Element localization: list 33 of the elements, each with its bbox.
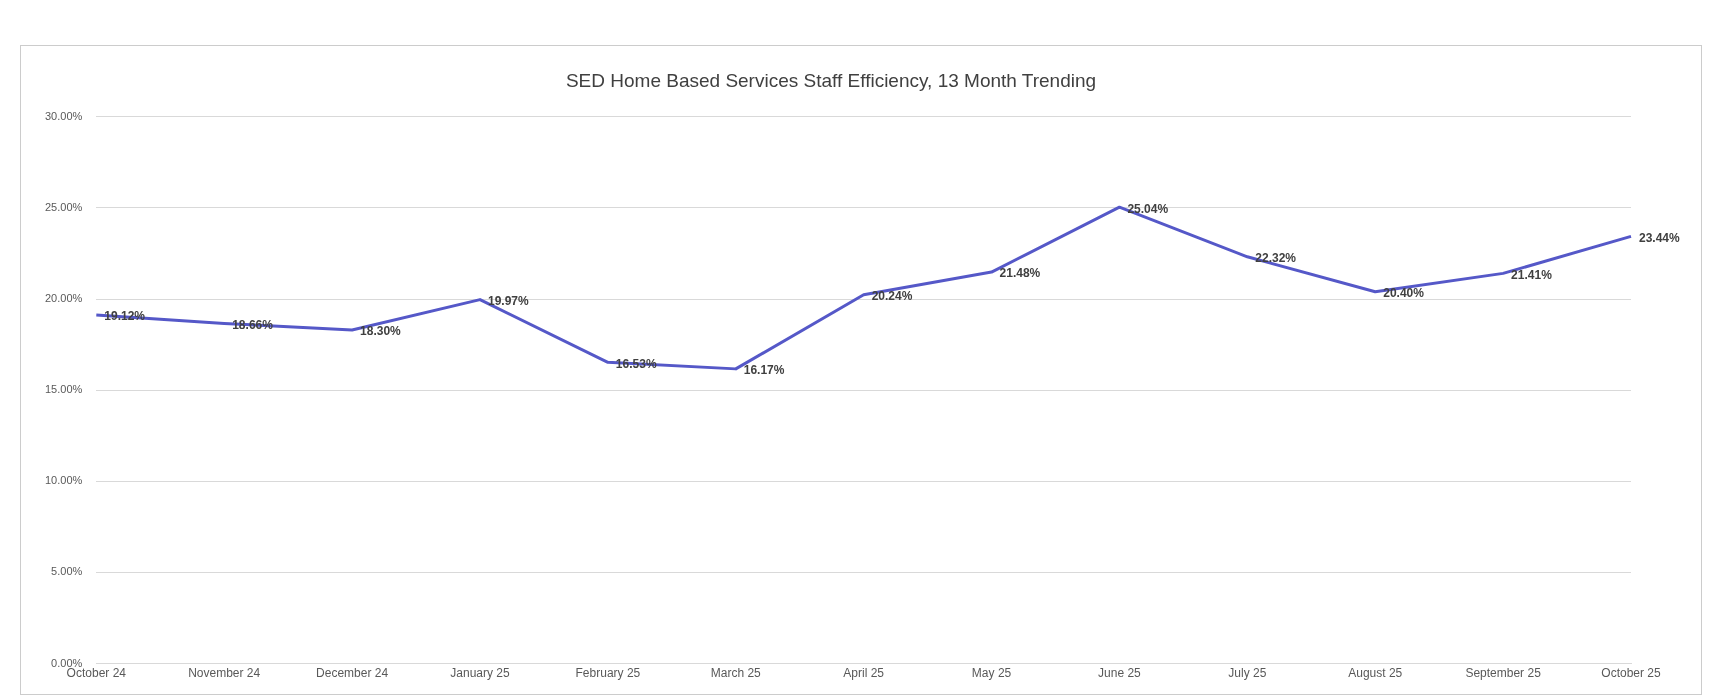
x-tick-label: May 25 xyxy=(971,666,1012,681)
y-tick-label: 5.00% xyxy=(51,565,83,578)
y-tick-label: 0.00% xyxy=(51,656,83,669)
data-label: 21.48% xyxy=(999,266,1041,281)
y-tick-label: 30.00% xyxy=(45,109,83,122)
x-tick-label: July 25 xyxy=(1228,666,1267,681)
x-tick-label: June 25 xyxy=(1098,666,1142,681)
y-tick-label: 10.00% xyxy=(45,474,83,487)
x-tick-label: February 25 xyxy=(575,666,641,681)
x-tick-label: September 25 xyxy=(1465,666,1542,681)
x-tick-label: November 24 xyxy=(188,666,261,681)
y-tick-label: 25.00% xyxy=(45,200,83,213)
x-tick-label: October 24 xyxy=(66,666,127,681)
data-label: 16.17% xyxy=(743,363,785,378)
x-tick-label: January 25 xyxy=(450,666,510,681)
data-label: 20.24% xyxy=(871,289,913,303)
x-tick-label: October 25 xyxy=(1601,666,1662,681)
data-label: 18.30% xyxy=(360,324,402,339)
data-label: 25.04% xyxy=(1127,201,1169,216)
chart-title: SED Home Based Services Staff Efficiency, 13 Month Trending xyxy=(565,69,1097,91)
y-tick-label: 15.00% xyxy=(45,383,83,396)
data-label: 20.40% xyxy=(1383,286,1425,301)
x-tick-label: August 25 xyxy=(1348,666,1403,681)
x-tick-label: December 24 xyxy=(316,666,389,681)
data-label: 19.12% xyxy=(104,309,146,324)
x-tick-label: April 25 xyxy=(843,666,885,681)
data-label: 23.44% xyxy=(1639,230,1681,245)
data-label: 22.32% xyxy=(1255,251,1297,266)
x-tick-label: March 25 xyxy=(710,666,762,681)
data-label: 16.53% xyxy=(615,356,657,371)
data-label: 21.41% xyxy=(1511,267,1553,282)
y-tick-label: 20.00% xyxy=(45,292,83,305)
data-label: 19.97% xyxy=(487,293,530,308)
